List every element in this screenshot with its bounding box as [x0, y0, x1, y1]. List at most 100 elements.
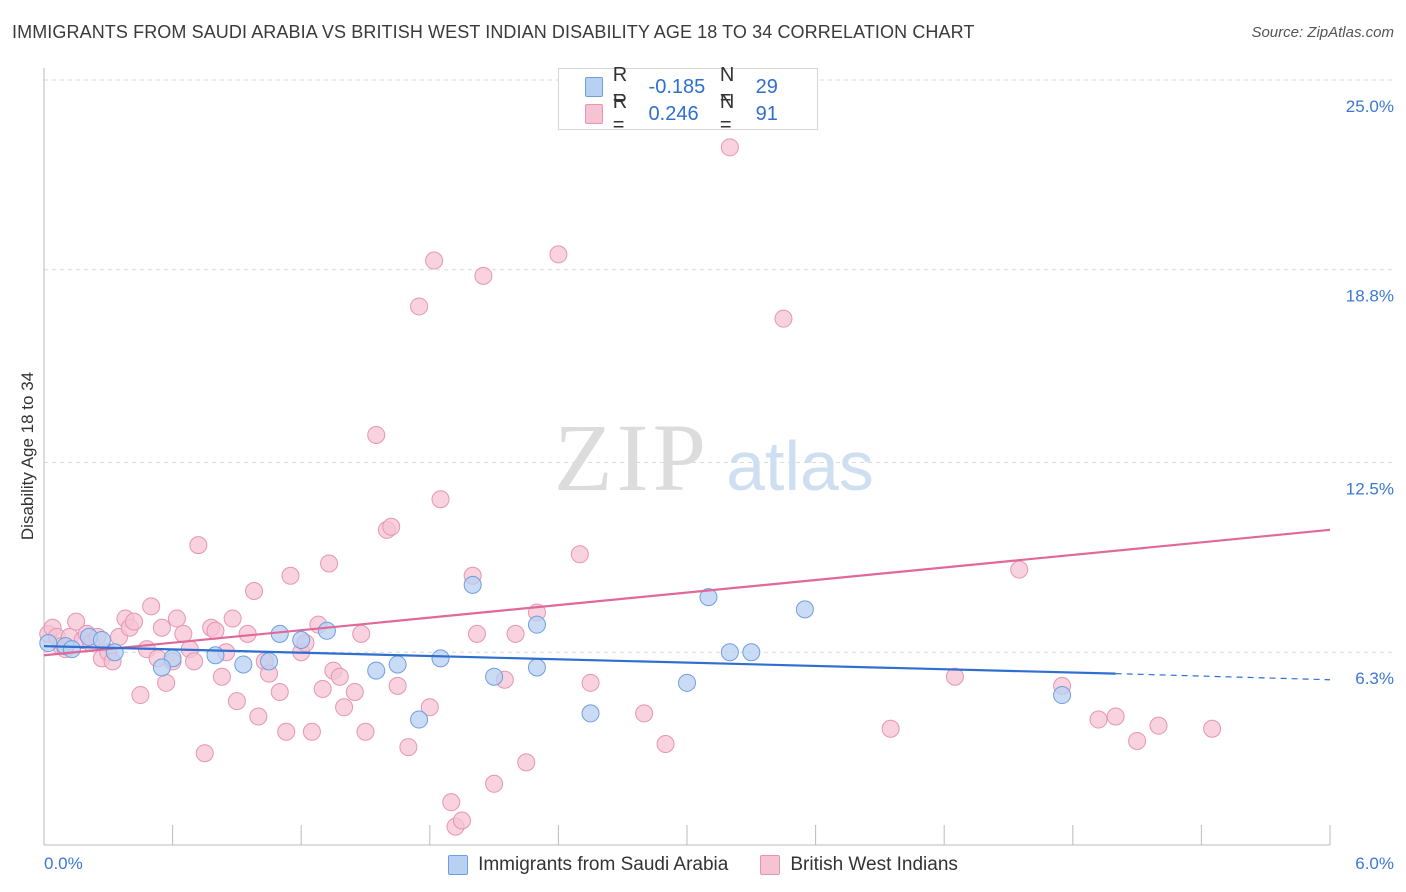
point-immigrants-saudi-arabia — [39, 634, 58, 653]
point-british-west-indians — [330, 667, 349, 686]
series-immigrants-saudi-arabia — [39, 575, 1072, 729]
trend-line-immigrants-saudi-arabia — [43, 645, 1116, 675]
legend-r-value: -0.185 — [648, 75, 706, 98]
point-british-west-indians — [517, 753, 536, 772]
source-label: Source: ZipAtlas.com — [1251, 24, 1394, 41]
point-immigrants-saudi-arabia — [260, 652, 279, 671]
bottom-legend: Immigrants from Saudi Arabia British Wes… — [0, 852, 1406, 878]
legend-row-saudi: R = -0.185 N = 29 — [585, 64, 817, 109]
point-british-west-indians — [452, 811, 471, 830]
point-british-west-indians — [442, 793, 461, 812]
point-british-west-indians — [425, 251, 444, 270]
legend-row-bwi: R = 0.246 N = 91 — [585, 91, 817, 136]
point-british-west-indians — [388, 676, 407, 695]
point-immigrants-saudi-arabia — [581, 704, 600, 723]
point-british-west-indians — [570, 545, 589, 564]
point-british-west-indians — [212, 667, 231, 686]
point-british-west-indians — [356, 722, 375, 741]
legend-n-value: 29 — [755, 75, 778, 98]
axes — [43, 68, 1331, 846]
point-british-west-indians — [774, 309, 793, 328]
point-immigrants-saudi-arabia — [410, 710, 429, 729]
point-british-west-indians — [399, 738, 418, 757]
y-tick-label: 18.8% — [1346, 287, 1394, 306]
point-british-west-indians — [167, 609, 186, 628]
point-british-west-indians — [367, 425, 386, 444]
bottom-legend-bwi: British West Indians — [760, 854, 958, 876]
point-british-west-indians — [1128, 731, 1147, 750]
point-british-west-indians — [720, 138, 739, 157]
legend-swatch-blue — [585, 77, 603, 97]
bottom-legend-swatch-pink — [760, 855, 781, 875]
trend-lines — [43, 528, 1331, 681]
point-immigrants-saudi-arabia — [92, 630, 111, 649]
point-immigrants-saudi-arabia — [527, 615, 546, 634]
legend: R = -0.185 N = 29 R = 0.246 N = 91 — [558, 64, 818, 136]
point-british-west-indians — [270, 683, 289, 701]
watermark: ZIP atlas — [554, 404, 874, 511]
point-british-west-indians — [131, 686, 150, 705]
point-british-west-indians — [249, 707, 268, 726]
point-british-west-indians — [420, 698, 439, 717]
point-immigrants-saudi-arabia — [463, 575, 482, 594]
trend-line-extension-immigrants-saudi-arabia — [1115, 673, 1331, 681]
point-british-west-indians — [320, 554, 339, 573]
gridlines — [44, 79, 1394, 653]
series-british-west-indians — [39, 138, 1222, 836]
point-british-west-indians — [1203, 719, 1222, 738]
legend-swatch-pink — [585, 104, 603, 124]
point-british-west-indians — [313, 679, 332, 698]
legend-n-value: 91 — [755, 102, 778, 125]
point-british-west-indians — [142, 597, 161, 616]
bottom-legend-label-saudi: Immigrants from Saudi Arabia — [478, 854, 729, 875]
point-british-west-indians — [206, 621, 225, 640]
point-british-west-indians — [474, 266, 493, 285]
point-british-west-indians — [1149, 716, 1168, 735]
point-immigrants-saudi-arabia — [317, 621, 336, 640]
point-immigrants-saudi-arabia — [105, 643, 124, 662]
chart-title: IMMIGRANTS FROM SAUDI ARABIA VS BRITISH … — [12, 22, 975, 42]
watermark-atlas: atlas — [726, 427, 874, 505]
point-british-west-indians — [549, 245, 568, 264]
point-british-west-indians — [152, 618, 171, 637]
bottom-legend-saudi: Immigrants from Saudi Arabia — [448, 854, 728, 876]
point-british-west-indians — [467, 624, 486, 643]
y-tick-label: 25.0% — [1346, 97, 1394, 116]
point-british-west-indians — [174, 624, 193, 643]
bottom-legend-label-bwi: British West Indians — [790, 854, 958, 875]
point-british-west-indians — [485, 774, 504, 793]
point-immigrants-saudi-arabia — [388, 655, 407, 674]
point-british-west-indians — [1106, 707, 1125, 726]
point-immigrants-saudi-arabia — [62, 640, 81, 659]
point-immigrants-saudi-arabia — [699, 588, 718, 607]
legend-r-value: 0.246 — [648, 102, 699, 125]
point-british-west-indians — [382, 517, 401, 536]
legend-n-label: N = — [719, 91, 735, 136]
point-immigrants-saudi-arabia — [527, 658, 546, 677]
point-immigrants-saudi-arabia — [678, 673, 696, 692]
point-british-west-indians — [945, 667, 964, 686]
point-british-west-indians — [581, 673, 600, 692]
legend-r-label: R = — [612, 64, 628, 109]
y-tick-labels: 6.3% 12.5% 18.8% 25.0% — [1346, 97, 1394, 688]
bottom-legend-swatch-blue — [448, 855, 469, 875]
point-british-west-indians — [67, 612, 86, 631]
trend-line-british-west-indians — [43, 528, 1331, 657]
point-immigrants-saudi-arabia — [795, 600, 814, 619]
y-axis-title: Disability Age 18 to 34 — [18, 372, 37, 540]
point-immigrants-saudi-arabia — [431, 649, 450, 668]
point-immigrants-saudi-arabia — [1053, 686, 1072, 705]
point-british-west-indians — [281, 566, 300, 585]
point-british-west-indians — [656, 735, 675, 754]
point-british-west-indians — [506, 624, 525, 643]
point-british-west-indians — [335, 698, 354, 717]
point-immigrants-saudi-arabia — [485, 667, 504, 686]
point-british-west-indians — [223, 609, 242, 628]
point-british-west-indians — [157, 673, 176, 692]
point-british-west-indians — [185, 652, 204, 671]
point-immigrants-saudi-arabia — [720, 643, 739, 662]
point-immigrants-saudi-arabia — [367, 661, 386, 680]
point-british-west-indians — [302, 722, 321, 741]
point-british-west-indians — [245, 582, 264, 601]
x-tick-label-max: 6.0% — [1355, 854, 1394, 873]
